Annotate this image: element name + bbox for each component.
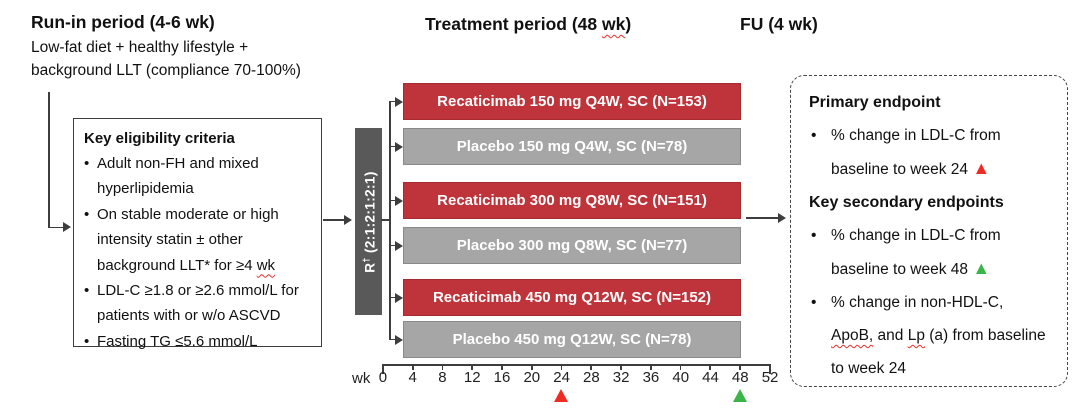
endpoints-box: Primary endpoint % change in LDL-C from …: [790, 75, 1068, 387]
arms-to-endpoints-arrowhead-icon: [778, 213, 786, 223]
arm-bar-placebo-450-q12w: Placebo 450 mg Q12W, SC (N=78): [403, 321, 741, 358]
branch-line-5: [389, 296, 396, 299]
branch-arrowhead-5-icon: [395, 292, 403, 303]
eligibility-list: Adult non-FH and mixed hyperlipidemia On…: [84, 151, 312, 355]
week-tick-32: 32: [612, 369, 630, 386]
secondary-endpoints-list: % change in LDL-C from baseline to week …: [809, 219, 1051, 385]
week-tick-12: 12: [463, 369, 481, 386]
arms-to-endpoints-line: [746, 217, 779, 219]
primary-endpoint-title: Primary endpoint: [809, 94, 941, 111]
eligibility-item-statin-wk: wk: [256, 256, 276, 274]
branch-line-1: [389, 100, 396, 103]
week-tick-40: 40: [672, 369, 690, 386]
eligibility-item-ldlc: LDL-C ≥1.8 or ≥2.6 mmol/L for patients w…: [84, 278, 312, 329]
branch-line-6: [389, 338, 396, 341]
eligibility-item-statin-text: On stable moderate or high intensity sta…: [97, 205, 279, 274]
primary-endpoint-list: % change in LDL-C from baseline to week …: [809, 119, 1051, 186]
branch-arrowhead-2-icon: [395, 141, 403, 152]
branch-arrowhead-1-icon: [395, 96, 403, 107]
randomization-ratio: (2:1:2:1:2:1): [361, 170, 377, 257]
arm-bar-recaticimab-300-q8w: Recaticimab 300 mg Q8W, SC (N=151): [403, 182, 741, 219]
eligibility-title: Key eligibility criteria: [84, 130, 235, 147]
arm-bar-placebo-150-q4w: Placebo 150 mg Q4W, SC (N=78): [403, 128, 741, 165]
secondary-endpoint-apob: ApoB,: [831, 327, 874, 344]
treatment-period-title: Treatment period (48 wk): [425, 14, 631, 35]
runin-subtitle-line1: Low-fat diet + healthy lifestyle +: [31, 39, 249, 56]
arm-bar-placebo-300-q8w: Placebo 300 mg Q8W, SC (N=77): [403, 227, 741, 264]
eligibility-to-randomization-line: [323, 219, 345, 221]
week24-marker-red-triangle-icon: [554, 389, 568, 402]
branch-arrowhead-6-icon: [395, 334, 403, 345]
secondary-endpoint-green-triangle-icon: ▲: [972, 258, 991, 278]
primary-endpoint-red-triangle-icon: ▲: [972, 158, 991, 178]
secondary-endpoint-lpa: Lp: [907, 327, 925, 344]
week-tick-8: 8: [438, 369, 447, 386]
secondary-endpoint-other-text3: (a) from baseline to week 24: [831, 327, 1046, 377]
week-tick-20: 20: [523, 369, 541, 386]
eligibility-item-tg: Fasting TG ≤5.6 mmol/L: [84, 329, 312, 355]
eligibility-item-nonfh: Adult non-FH and mixed hyperlipidemia: [84, 151, 312, 202]
eligibility-item-statin: On stable moderate or high intensity sta…: [84, 202, 312, 278]
secondary-endpoint-other-text2: and: [873, 327, 908, 344]
randomization-dagger: †: [360, 256, 371, 263]
treatment-title-close: ): [625, 14, 632, 34]
week-axis-labels: 0 4 8 12 16 20 24 28 32 36 40 44 48 52: [368, 369, 785, 386]
secondary-endpoint-other-text1: % change in non-HDL-C,: [831, 294, 1004, 311]
arm-bar-recaticimab-450-q12w: Recaticimab 450 mg Q12W, SC (N=152): [403, 279, 741, 316]
branch-line-2: [389, 145, 396, 148]
week-tick-24: 24: [553, 369, 570, 386]
treatment-title-text: Treatment period (48: [425, 14, 602, 34]
week-axis-ticks: [382, 364, 771, 374]
randomization-box: R† (2:1:2:1:2:1): [355, 128, 382, 315]
runin-subtitle-line2: background LLT (compliance 70-100%): [31, 62, 301, 79]
randomization-label: R† (2:1:2:1:2:1): [360, 171, 377, 272]
primary-endpoint-text: % change in LDL-C from baseline to week …: [831, 127, 1001, 178]
week-tick-16: 16: [493, 369, 511, 386]
week-tick-48: 48: [731, 369, 749, 386]
tree-vertical-line: [389, 100, 391, 340]
week-axis-unit-label: wk: [352, 370, 371, 387]
runin-arrowhead-icon: [63, 222, 71, 233]
week-tick-44: 44: [702, 369, 719, 386]
week-tick-0: 0: [378, 369, 388, 386]
branch-line-3: [389, 199, 396, 202]
arm-bar-recaticimab-150-q4w: Recaticimab 150 mg Q4W, SC (N=153): [403, 83, 741, 120]
secondary-endpoint-item-ldlc48: % change in LDL-C from baseline to week …: [809, 219, 1047, 286]
branch-line-4: [389, 244, 396, 247]
secondary-endpoint-item-other: % change in non-HDL-C, ApoB, and Lp (a) …: [809, 286, 1047, 385]
primary-endpoint-item: % change in LDL-C from baseline to week …: [809, 119, 1047, 186]
secondary-endpoint-ldlc48-text: % change in LDL-C from baseline to week …: [831, 227, 1001, 278]
tree-stub-line: [381, 219, 390, 221]
runin-period-title: Run-in period (4-6 wk): [31, 12, 215, 32]
week-tick-4: 4: [408, 369, 417, 386]
followup-title: FU (4 wk): [740, 14, 818, 34]
eligibility-criteria-box: Key eligibility criteria Adult non-FH an…: [73, 118, 322, 355]
week-axis-line: [383, 364, 771, 366]
week-tick-28: 28: [583, 369, 600, 386]
week-tick-52: 52: [761, 369, 779, 386]
eligibility-to-randomization-arrowhead-icon: [344, 215, 352, 225]
week48-marker-green-triangle-icon: [733, 389, 747, 402]
secondary-endpoints-title: Key secondary endpoints: [809, 194, 1004, 211]
randomization-letter: R: [361, 262, 377, 273]
week-tick-36: 36: [642, 369, 660, 386]
runin-arrow-horizontal-line: [48, 226, 64, 229]
branch-arrowhead-3-icon: [395, 195, 403, 206]
treatment-title-wk: wk: [602, 14, 626, 34]
runin-arrow-vertical-line: [48, 92, 50, 228]
branch-arrowhead-4-icon: [395, 240, 403, 251]
